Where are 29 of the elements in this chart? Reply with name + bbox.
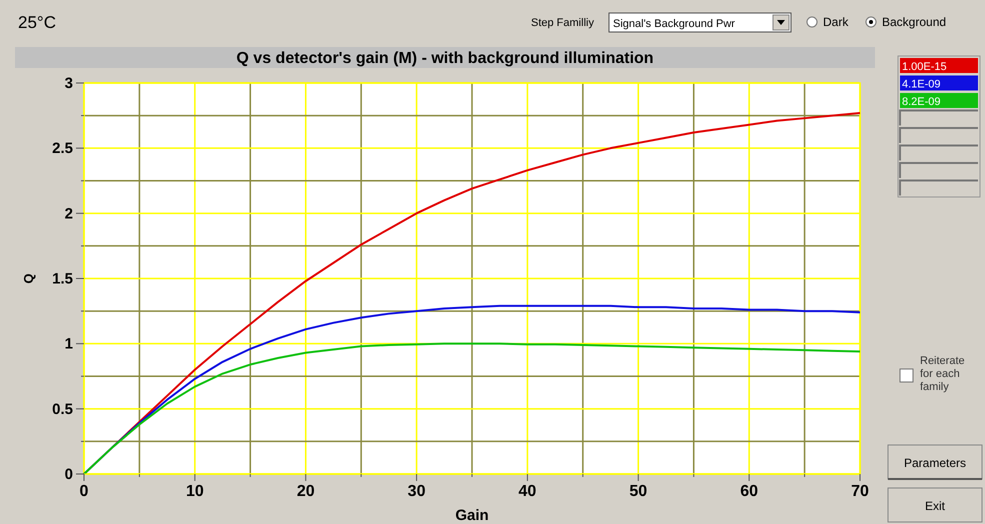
text: Signal's Background Pwr: [613, 18, 736, 30]
y-tick-label: 2: [64, 205, 73, 222]
text: Reiterate for each family: [920, 355, 965, 393]
x-axis-title: Gain: [455, 507, 489, 524]
x-tick-label: 70: [851, 483, 869, 500]
text: 8.2E-09: [902, 96, 941, 108]
x-tick-label: 40: [518, 483, 536, 500]
x-tick-label: 20: [296, 483, 315, 500]
x-tick-label: 50: [629, 483, 648, 500]
text: Exit: [924, 499, 946, 513]
y-tick-label: 1: [64, 336, 73, 353]
y-tick-label: 0: [64, 466, 73, 483]
x-tick-label: 10: [186, 483, 204, 500]
text: Dark: [823, 15, 850, 29]
text: Parameters: [904, 456, 966, 470]
y-tick-label: 1.5: [52, 270, 73, 288]
text: 25°C: [18, 13, 56, 32]
text: Step Familliy: [531, 17, 594, 29]
text: Background: [882, 15, 946, 29]
x-tick-label: 60: [740, 483, 758, 500]
y-tick-label: 3: [64, 75, 73, 92]
x-tick-label: 30: [408, 483, 426, 500]
y-tick-label: 2.5: [52, 140, 73, 158]
y-tick-label: 0.5: [52, 400, 73, 418]
y-axis-title: Q: [21, 273, 36, 284]
text: 1.00E-15: [902, 61, 947, 73]
text: 4.1E-09: [902, 78, 941, 90]
x-tick-label: 0: [80, 483, 89, 500]
chart-title: Q vs detector's gain (M) - with background illumination: [236, 50, 654, 67]
